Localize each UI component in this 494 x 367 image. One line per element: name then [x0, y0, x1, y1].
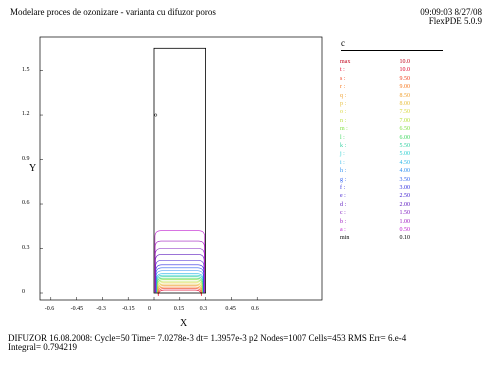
version-label: FlexPDE 5.0.9 — [428, 16, 482, 26]
legend-entry-value: 3.50 — [399, 176, 411, 183]
legend-entry-value: 8.50 — [399, 92, 411, 99]
legend-entry-label: r : — [340, 84, 346, 91]
legend-entry-label: n : — [340, 117, 347, 124]
legend-entry-value: 7.00 — [399, 117, 411, 124]
contour-line — [154, 248, 205, 293]
contour-line — [157, 286, 203, 294]
contour-line — [154, 240, 205, 293]
contour-lines — [154, 230, 205, 297]
contour-line — [156, 279, 203, 293]
contour-line — [155, 260, 205, 293]
x-axis-label: X — [180, 318, 188, 329]
legend-entry-label: a : — [340, 227, 346, 233]
legend-entry-value: 2.50 — [399, 193, 411, 200]
y-tick-label: 0 — [22, 289, 25, 295]
contour-line — [155, 270, 204, 293]
legend-entry-value: 5.00 — [399, 151, 411, 158]
integral-line: Integral= 0.794219 — [8, 342, 78, 352]
legend-entry-label: k : — [340, 143, 347, 149]
legend-entry-label: l : — [340, 134, 345, 141]
x-tick-label: 0.3 — [199, 306, 208, 312]
axis-ticks — [40, 70, 258, 300]
x-tick-label: 0.15 — [173, 306, 185, 312]
contour-line — [157, 289, 202, 297]
legend-entry-label: i : — [340, 159, 345, 166]
legend-entry-label: b : — [340, 218, 347, 225]
legend-entry-value: 10.0 — [399, 59, 411, 65]
legend-entry-value: 7.50 — [399, 109, 411, 116]
legend-entry-label: d : — [340, 201, 347, 208]
contour-line — [156, 280, 203, 293]
point-marker — [154, 113, 158, 117]
y-axis-label: Y — [29, 163, 37, 174]
legend-entry-label: s : — [340, 75, 346, 82]
domain-boundary — [153, 47, 206, 294]
legend-entry-label: o : — [340, 109, 347, 116]
x-tick-label: 0 — [148, 306, 151, 312]
contour-line — [154, 230, 205, 293]
x-tick-label: -0.6 — [44, 306, 55, 312]
legend-entry-value: 3.00 — [399, 185, 411, 191]
x-tick-label: -0.3 — [96, 306, 106, 312]
legend-entry-label: p : — [340, 101, 347, 107]
legend-entry-label: c : — [340, 210, 346, 217]
legend-entry-value: 2.00 — [399, 201, 411, 208]
legend-entry-label: q : — [340, 92, 347, 99]
legend-entry-label: t : — [340, 67, 345, 74]
marker-dot — [154, 113, 158, 117]
legend-entry-label: j : — [340, 151, 345, 158]
contour-line — [155, 264, 205, 293]
legend-entry-label: min — [340, 235, 350, 242]
contour-line — [157, 283, 203, 293]
legend-entry-value: 9.50 — [399, 75, 411, 82]
legend-entry-value: 6.00 — [399, 134, 411, 141]
legend-entry-value: 0.10 — [399, 235, 411, 242]
y-tick-label: 1.5 — [22, 66, 30, 73]
legend-entry-label: e : — [340, 193, 346, 200]
y-tick-label: 0.3 — [22, 244, 30, 251]
legend-entry-value: 1.50 — [399, 210, 411, 217]
legend-entry-value: 5.50 — [399, 143, 411, 149]
contour-line — [156, 277, 204, 293]
x-tick-label: -0.15 — [122, 306, 135, 312]
contour-line — [157, 285, 203, 293]
y-tick-label: 0.9 — [22, 155, 30, 162]
legend-entry-label: h : — [340, 168, 347, 175]
legend-divider — [341, 50, 443, 51]
timestamp: 09:09:03 8/27/08 — [420, 7, 482, 17]
x-tick-label: 0.45 — [225, 306, 236, 312]
legend-title: c — [341, 38, 345, 48]
legend-entry-value: 9.00 — [399, 84, 411, 91]
plot-title: Modelare proces de ozonizare - varianta … — [10, 7, 216, 17]
legend-entry-value: 8.00 — [399, 101, 411, 107]
legend-entry-value: 4.00 — [399, 168, 411, 175]
plot-frame — [39, 36, 323, 301]
contour-line — [157, 288, 202, 295]
x-tick-label: 0.6 — [251, 306, 259, 312]
y-tick-label: 0.6 — [22, 200, 30, 207]
status-line: DIFUZOR 16.08.2008: Cycle=50 Time= 7.027… — [8, 333, 407, 343]
legend-entry-value: 10.0 — [399, 67, 411, 74]
legend-entry-label: max — [340, 59, 351, 65]
legend-entry-value: 0.50 — [399, 227, 411, 233]
legend-entry-value: 4.50 — [399, 159, 411, 166]
contour-line — [155, 254, 205, 293]
legend-entry-value: 1.00 — [399, 218, 411, 225]
contour-line — [156, 276, 204, 293]
contour-line — [156, 274, 204, 293]
legend-entry-label: f : — [340, 185, 346, 191]
contour-line — [155, 267, 204, 293]
x-tick-label: -0.45 — [70, 306, 84, 312]
legend-entry-label: g : — [340, 176, 347, 183]
contour-line — [156, 273, 204, 293]
legend-entry-label: m : — [340, 126, 348, 133]
legend-entry-value: 6.50 — [399, 126, 411, 133]
y-tick-label: 1.2 — [22, 111, 30, 118]
contour-line — [157, 282, 203, 293]
